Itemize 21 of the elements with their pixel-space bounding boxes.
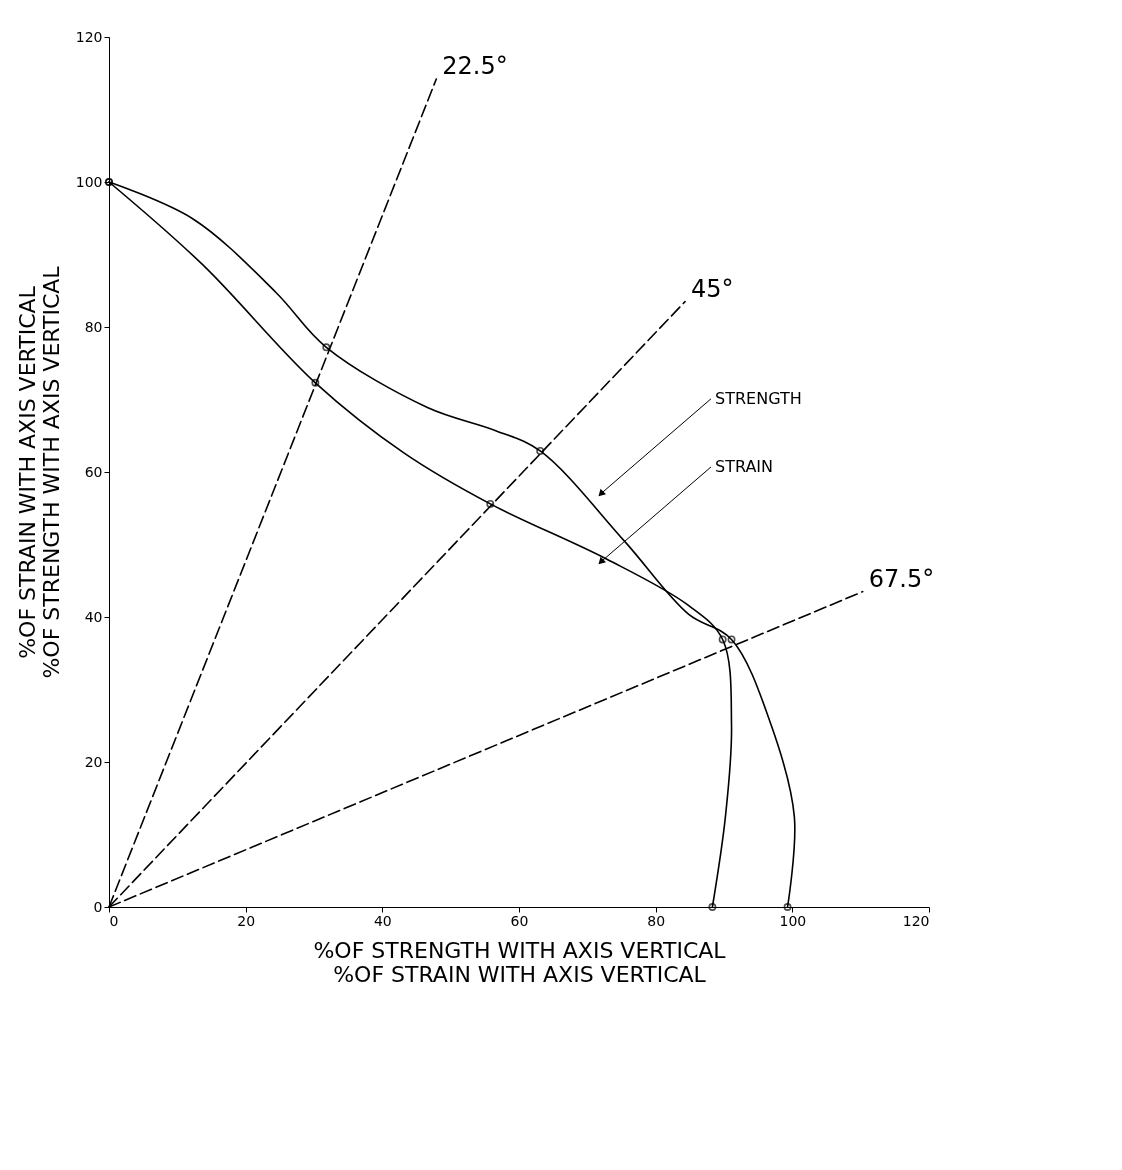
annotation: STRAIN <box>715 456 774 476</box>
x-tick-label: 40 <box>373 912 392 929</box>
y-tick-label: 80 <box>84 318 103 335</box>
series-label: 67.5° <box>868 564 935 593</box>
x-tick-label: 100 <box>779 912 807 929</box>
y-tick-label: 100 <box>75 173 103 190</box>
annotation: STRENGTH <box>715 388 802 408</box>
x-axis-title: %OF STRENGTH WITH AXIS VERTICAL %OF STRAIN WITH AXIS VERTICAL <box>313 937 727 987</box>
y-tick-label: 0 <box>93 898 103 915</box>
series-label: 22.5° <box>442 52 508 81</box>
y-tick-label: 20 <box>84 753 103 770</box>
x-tick-label: 80 <box>647 912 666 929</box>
y-tick-label: 40 <box>84 608 103 625</box>
x-tick-label: 20 <box>237 912 256 929</box>
x-tick-label: 120 <box>902 912 930 929</box>
y-tick-label: 60 <box>84 463 103 480</box>
x-tick-label: 0 <box>109 912 119 929</box>
series-label: 45° <box>691 274 734 303</box>
x-tick-label: 60 <box>510 912 529 929</box>
y-tick-label: 120 <box>75 28 103 45</box>
y-axis-title: %OF STRAIN WITH AXIS VERTICAL %OF STRENGTH WITH AXIS VERTICAL <box>14 265 64 679</box>
